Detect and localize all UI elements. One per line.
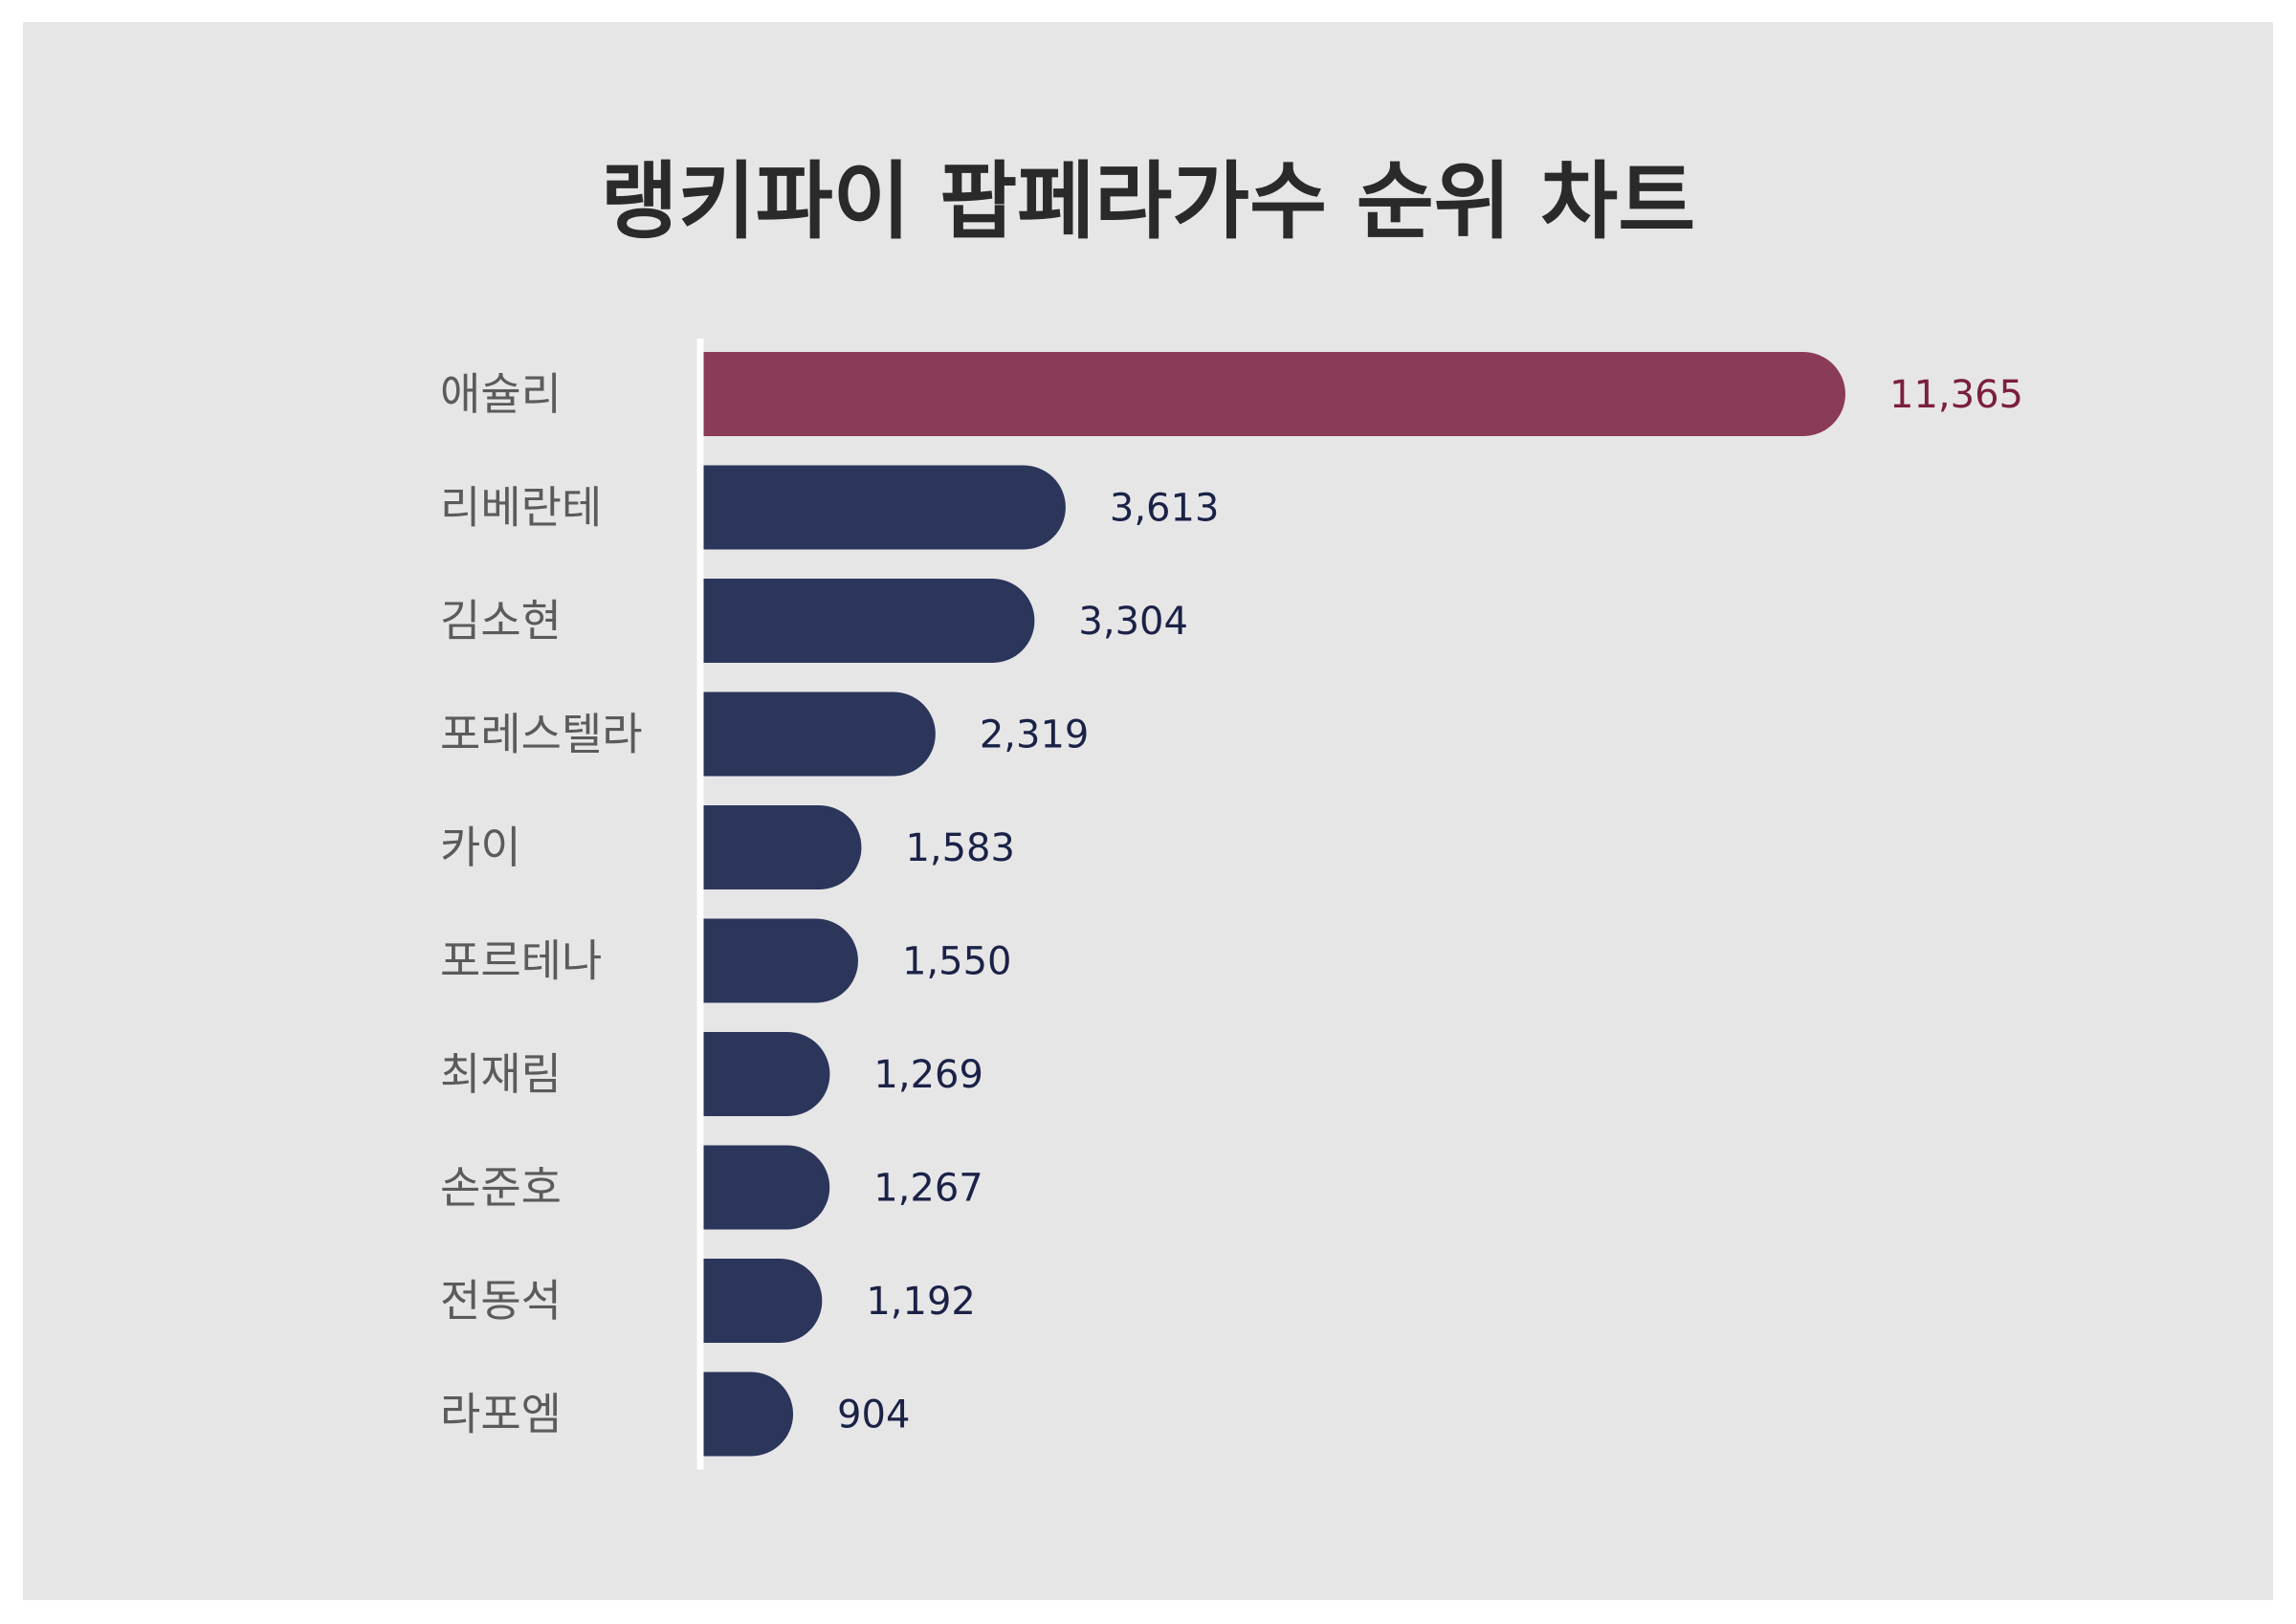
bar-10: [702, 1372, 794, 1457]
bar-9: [702, 1259, 823, 1343]
value-label: 1,192: [866, 1280, 976, 1324]
category-label: 전동석: [440, 1275, 562, 1327]
category-label: 포르테나: [440, 935, 602, 987]
bar-4: [702, 691, 936, 777]
value-label: 1,269: [873, 1053, 983, 1097]
bar-3: [702, 579, 1035, 663]
category-label: 포레스텔라: [440, 709, 643, 760]
bar-7: [702, 1032, 830, 1116]
value-label: 3,304: [1078, 600, 1188, 644]
category-label: 손준호: [440, 1162, 562, 1214]
value-label: 11,365: [1889, 373, 2023, 417]
bar-1: [702, 352, 1845, 436]
bar-8: [702, 1145, 830, 1230]
value-label: 1,583: [905, 826, 1015, 870]
category-label: 카이: [440, 822, 521, 873]
bar-2: [702, 465, 1066, 550]
bar-5: [702, 805, 862, 889]
bar-6: [702, 918, 858, 1003]
value-label: 3,613: [1110, 487, 1220, 531]
chart-title: 랭키파이 팝페라가수 순위 차트: [600, 152, 1696, 251]
bar-chart: 애슐리 11,365 리베란테 3,613 김소현 3,304 포레스텔라 2,319 카이 1,…: [440, 339, 2023, 1470]
category-label: 애슐리: [440, 368, 562, 420]
value-label: 904: [837, 1394, 910, 1437]
value-label: 1,550: [902, 940, 1012, 984]
chart-panel: 랭키파이 팝페라가수 순위 차트 애슐리 11,365 리베란테 3,613 김소현 3,…: [23, 22, 2273, 1600]
value-label: 2,319: [980, 713, 1090, 757]
value-label: 1,267: [873, 1167, 983, 1211]
category-label: 최재림: [440, 1048, 562, 1100]
category-label: 김소현: [440, 595, 562, 647]
bars-group: 애슐리 11,365 리베란테 3,613 김소현 3,304 포레스텔라 2,319 카이 1,…: [440, 352, 2023, 1457]
category-label: 라포엠: [440, 1389, 562, 1440]
category-label: 리베란테: [440, 482, 602, 534]
